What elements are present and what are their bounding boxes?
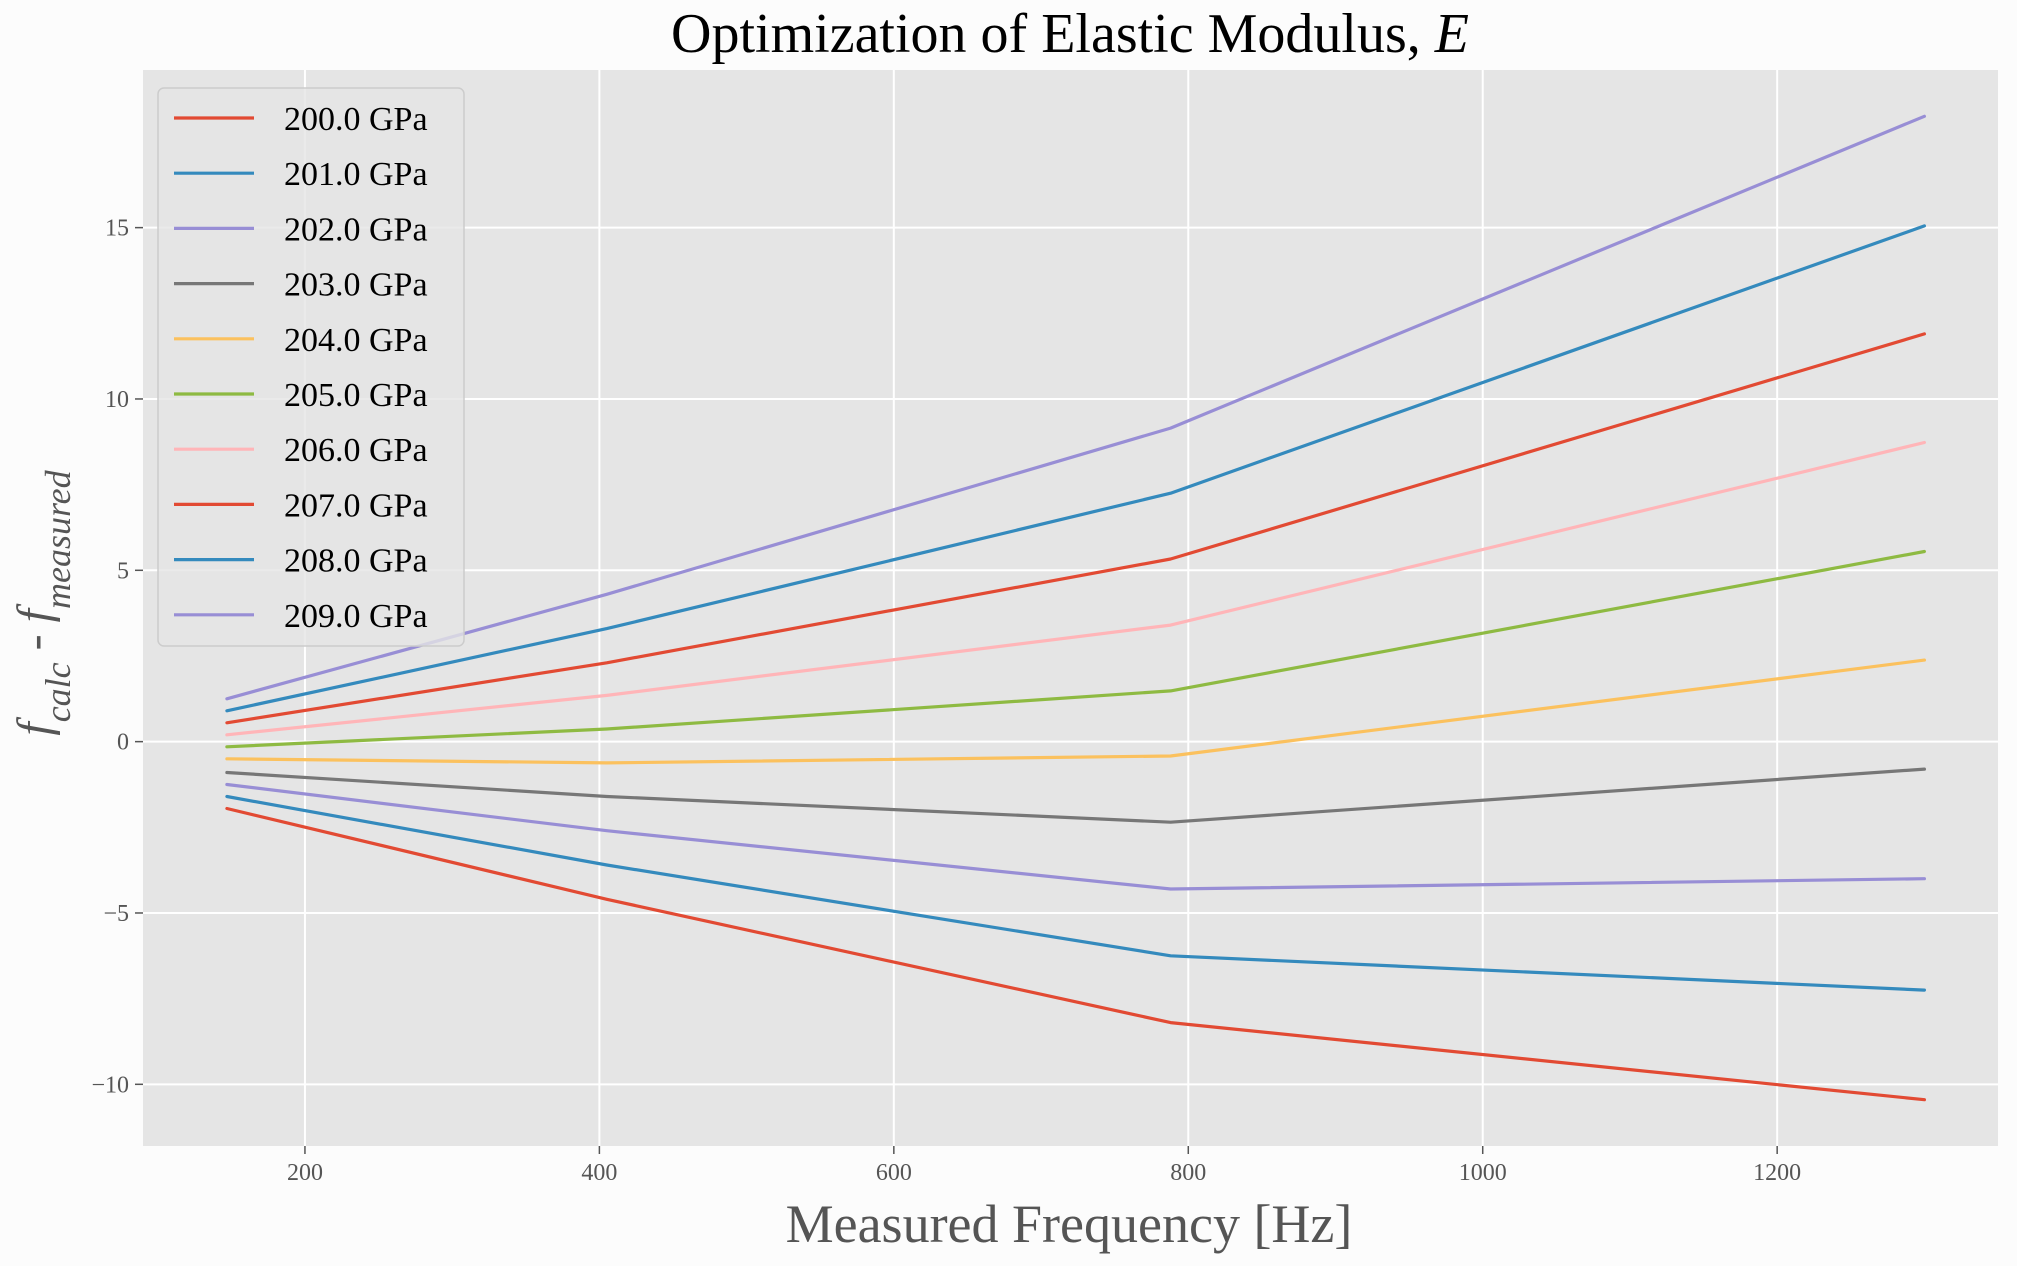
y-tick-label: 15 — [105, 216, 129, 242]
series-line — [225, 806, 1927, 1102]
series-line — [225, 549, 1927, 749]
y-label-sub2: measured — [38, 469, 78, 609]
legend-label: 205.0 GPa — [284, 377, 428, 414]
y-label-sep: - — [8, 622, 61, 662]
x-axis-label: Measured Frequency [Hz] — [786, 1194, 1353, 1254]
legend-label: 207.0 GPa — [284, 487, 428, 524]
y-tick-label: 0 — [117, 730, 129, 756]
chart-title: Optimization of Elastic Modulus, E — [671, 3, 1469, 65]
x-tick-label: 1200 — [1753, 1160, 1801, 1186]
y-tick-label: 10 — [105, 387, 129, 413]
legend-label: 208.0 GPa — [284, 543, 428, 580]
y-tick-label: −10 — [91, 1072, 129, 1098]
y-label-sub1: calc — [38, 662, 78, 722]
x-tick-label: 1000 — [1459, 1160, 1507, 1186]
axis-ticks: 200 400 600 800 1000 1200 −10 −5 0 5 10 15 — [91, 216, 1801, 1186]
series-line — [225, 332, 1927, 725]
x-tick-label: 400 — [581, 1160, 617, 1186]
series-lines — [225, 114, 1927, 1102]
y-tick-label: 5 — [117, 558, 129, 584]
x-tick-label: 800 — [1170, 1160, 1206, 1186]
series-line — [225, 440, 1927, 737]
chart-title-variable: E — [1434, 3, 1469, 65]
legend-label: 202.0 GPa — [284, 211, 428, 248]
legend-label: 206.0 GPa — [284, 432, 428, 469]
series-line — [225, 658, 1927, 765]
y-axis-label: fcalc - fmeasured — [8, 469, 78, 735]
legend-label: 203.0 GPa — [284, 267, 428, 304]
legend-label: 209.0 GPa — [284, 598, 428, 635]
series-line — [225, 224, 1927, 713]
grid — [143, 70, 1998, 1146]
chart-title-main: Optimization of Elastic Modulus, — [671, 3, 1435, 65]
series-line — [225, 794, 1927, 992]
series-line — [225, 767, 1927, 824]
x-tick-label: 600 — [876, 1160, 912, 1186]
legend-label: 204.0 GPa — [284, 322, 428, 359]
legend-label: 201.0 GPa — [284, 156, 428, 193]
legend-label: 200.0 GPa — [284, 101, 428, 138]
y-tick-label: −5 — [103, 901, 129, 927]
series-line — [225, 782, 1927, 891]
legend: 200.0 GPa 201.0 GPa 202.0 GPa 203.0 GPa 204.… — [157, 87, 465, 647]
x-tick-label: 200 — [287, 1160, 323, 1186]
